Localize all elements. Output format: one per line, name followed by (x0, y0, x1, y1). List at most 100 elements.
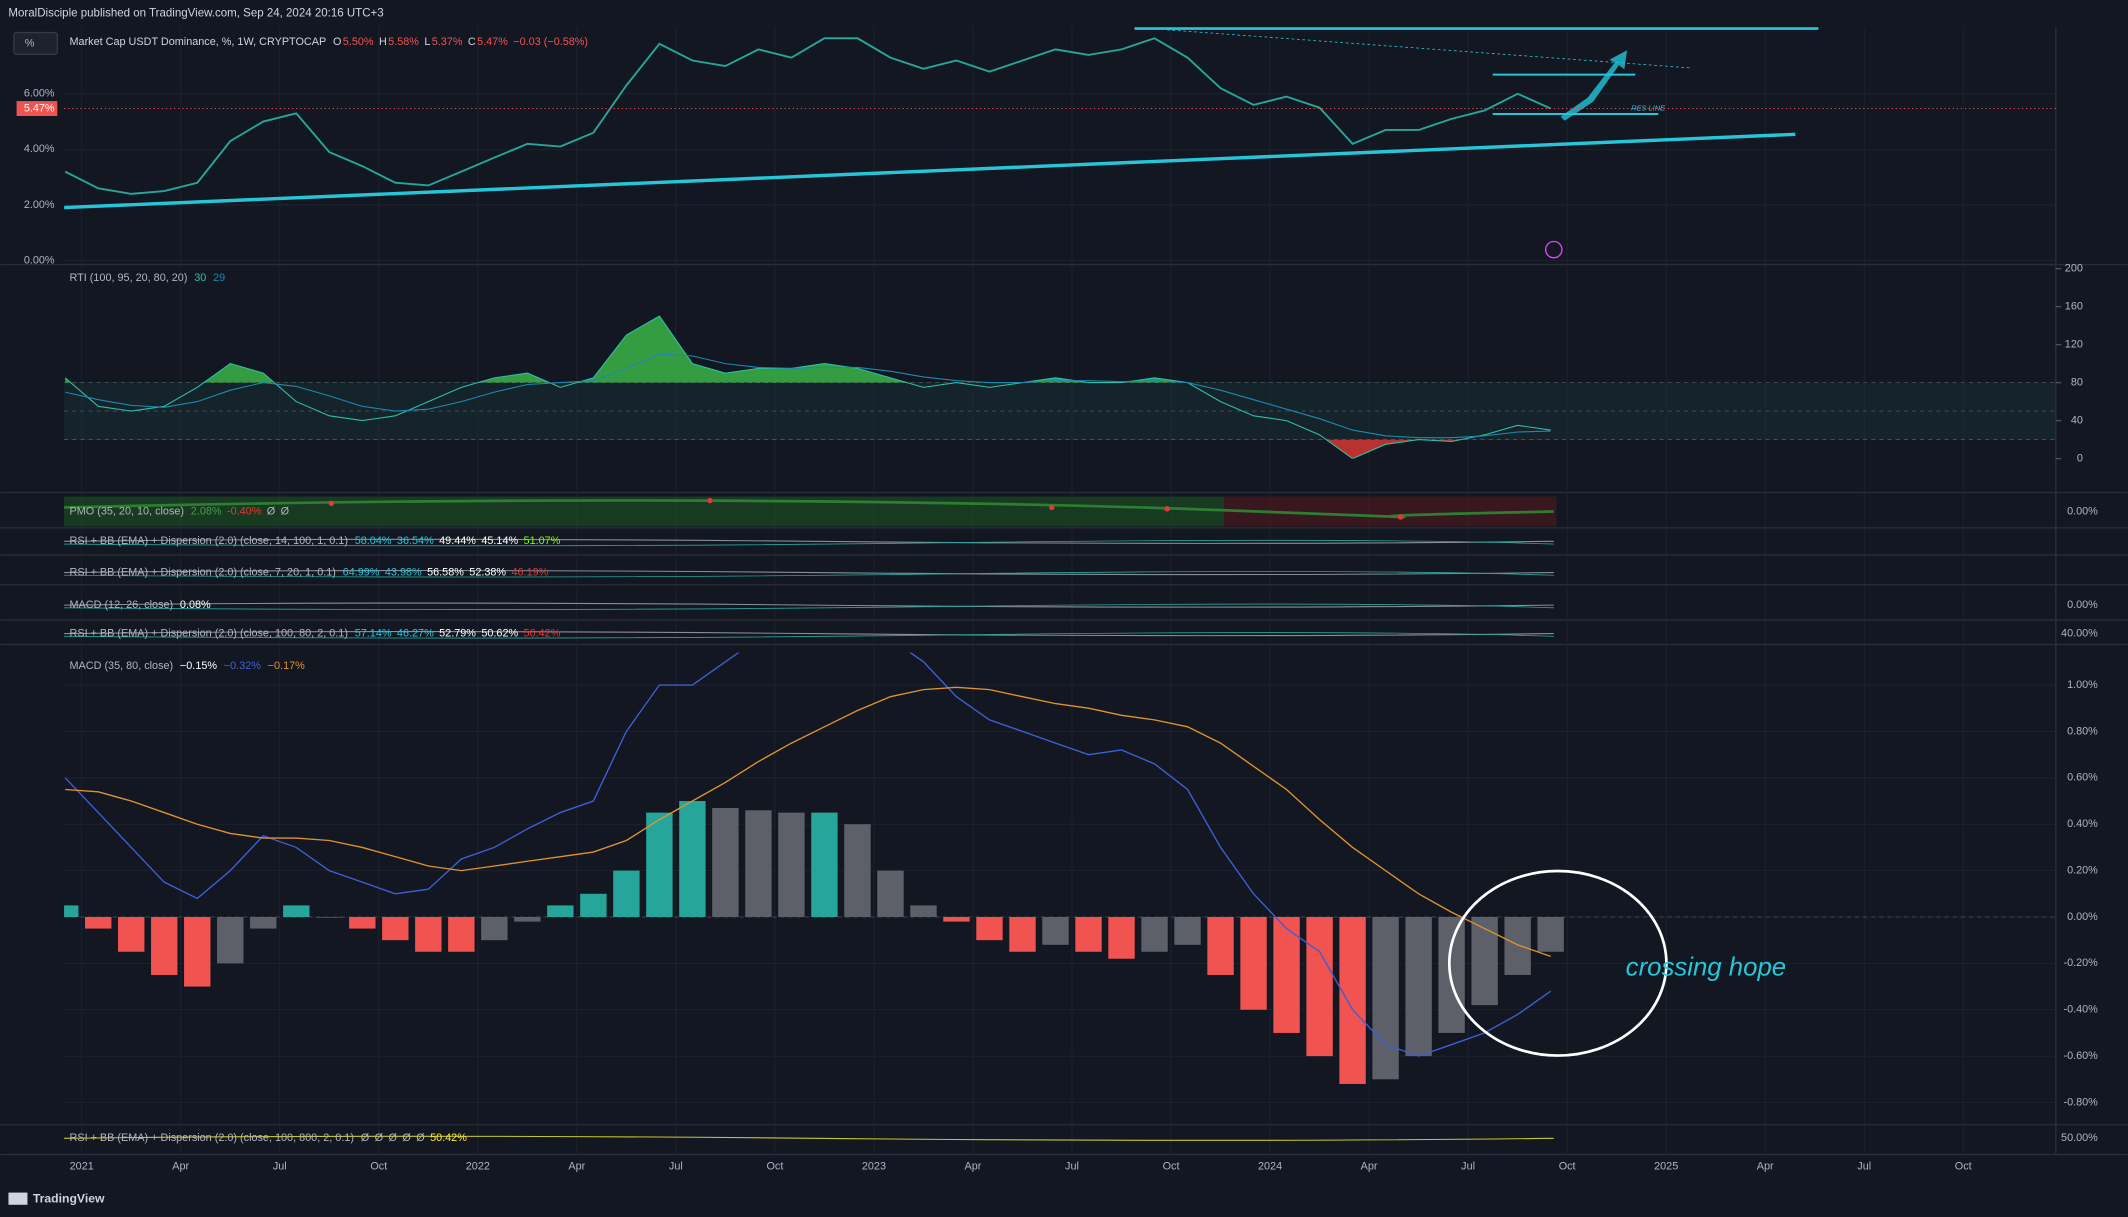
indicator-line (64, 1135, 1554, 1141)
logo-icon (8, 1192, 28, 1205)
x-tick-label: Oct (370, 1161, 387, 1173)
histogram-bar (1306, 916, 1333, 1057)
histogram-bar (1207, 916, 1234, 975)
histogram-bar (1438, 916, 1465, 1033)
y-tick-label: 0.00% (24, 254, 55, 266)
indicator-value: 58.04% (355, 535, 392, 547)
hand-drawn-circle (1447, 869, 1668, 1057)
indicator-title: RSI + BB (EMA) + Dispersion (2.0) (close… (70, 535, 348, 547)
axis-label: 0.00% (2067, 599, 2098, 611)
indicator-value: 52.38% (469, 566, 506, 578)
y-tick-label: 0.80% (2067, 725, 2098, 737)
histogram-bar (118, 916, 145, 952)
histogram-bar (217, 916, 244, 964)
indicator-line (64, 569, 1554, 576)
indicator-value: 51.07% (524, 535, 561, 547)
y-tick-label: 200 (2065, 262, 2083, 274)
indicator-value: 45.14% (481, 535, 518, 547)
axis-label: 0.00% (2067, 505, 2098, 517)
histogram-bar (1537, 916, 1564, 952)
ohlc-value: 5.58% (388, 36, 419, 48)
x-tick-label: 2023 (862, 1161, 886, 1173)
ohlc-key: H (379, 36, 387, 48)
indicator-value: 36.54% (397, 535, 434, 547)
y-tick-label: -0.60% (2063, 1050, 2098, 1062)
ohlc-value: 5.50% (343, 36, 374, 48)
y-tick-label: -0.80% (2063, 1096, 2098, 1108)
indicator-value: 50.42% (430, 1132, 467, 1144)
indicator-title: PMO (35, 20, 10, close) (70, 505, 185, 517)
macd-line (64, 652, 1552, 1057)
histogram-bar (382, 916, 409, 941)
histogram-bar (547, 905, 574, 917)
indicator-value: −0.15% (180, 660, 217, 672)
pmo-dot (707, 497, 713, 504)
histogram-bar (1372, 916, 1399, 1080)
histogram-bar (1471, 916, 1498, 1006)
dotted-trendline (1167, 29, 1690, 69)
indicator-line (64, 571, 1554, 578)
pmo-dot (1164, 506, 1170, 512)
indicator-title: MACD (12, 26, close) (70, 599, 174, 611)
histogram-bar (844, 824, 871, 917)
ohlc-key: O (333, 36, 341, 48)
y-tick-label: 2.00% (24, 199, 55, 211)
x-tick-label: Apr (568, 1161, 585, 1173)
x-tick-label: Oct (1955, 1161, 1972, 1173)
x-tick-label: Jul (273, 1161, 287, 1173)
histogram-bar (1009, 916, 1036, 952)
histogram-bar (250, 916, 277, 929)
x-tick-label: Jul (1065, 1161, 1079, 1173)
indicator-value: 49.44% (439, 535, 476, 547)
ohlc-key: L (424, 36, 430, 48)
y-tick-label: 160 (2065, 300, 2083, 312)
x-tick-label: Apr (965, 1161, 982, 1173)
histogram-bar (613, 870, 640, 917)
scale-button[interactable] (13, 31, 58, 55)
histogram-bar (679, 801, 706, 917)
histogram-bar (877, 870, 904, 917)
x-tick-label: Jul (1461, 1161, 1475, 1173)
price-line (64, 37, 1552, 195)
indicator-value: Ø (375, 1132, 384, 1144)
y-tick-label: 0 (2077, 452, 2083, 464)
plot (64, 652, 2056, 1084)
y-tick-label: 4.00% (24, 143, 55, 155)
ohlc-value: 5.47% (477, 36, 508, 48)
histogram-bar (349, 916, 376, 929)
histogram-bar (745, 810, 772, 917)
histogram-bar (283, 905, 310, 917)
histogram-bar (811, 812, 838, 917)
indicator-title: RSI + BB (EMA) + Dispersion (2.0) (close… (70, 1132, 354, 1144)
indicator-value: 43.98% (385, 566, 422, 578)
histogram-bar (316, 916, 343, 918)
y-tick-label: 0.40% (2067, 818, 2098, 830)
histogram-bar (943, 916, 970, 922)
x-tick-label: 2025 (1654, 1161, 1678, 1173)
indicator-title: RSI + BB (EMA) + Dispersion (2.0) (close… (70, 627, 348, 639)
annotation: crossing hope (1626, 954, 1786, 982)
histogram-bar (481, 916, 508, 941)
indicator-value: 2.08% (191, 505, 222, 517)
y-tick-label: -0.20% (2063, 957, 2098, 969)
y-tick-label: 40 (2071, 414, 2083, 426)
ohlc-value: 5.37% (432, 36, 463, 48)
indicator-line (64, 632, 1554, 639)
symbol-title: Market Cap USDT Dominance, %, 1W, CRYPTO… (70, 36, 327, 48)
scale-button-label[interactable]: % (25, 37, 35, 49)
plot (64, 315, 1551, 459)
y-tick-label: 0.00% (2067, 911, 2098, 923)
indicator-line (64, 602, 1554, 608)
annotation: RES LINE (1631, 104, 1666, 113)
y-tick-label: -0.40% (2063, 1004, 2098, 1016)
histogram-bar (1339, 916, 1366, 1084)
y-tick-label: 0.20% (2067, 864, 2098, 876)
y-tick-label: 6.00% (24, 88, 55, 100)
alert-icon (1544, 240, 1563, 259)
histogram-bar (778, 812, 805, 917)
histogram-bar (1504, 916, 1531, 975)
indicator-title: RSI + BB (EMA) + Dispersion (2.0) (close… (70, 566, 336, 578)
forecast-arrow (1560, 50, 1628, 121)
histogram-bar (1174, 916, 1201, 945)
